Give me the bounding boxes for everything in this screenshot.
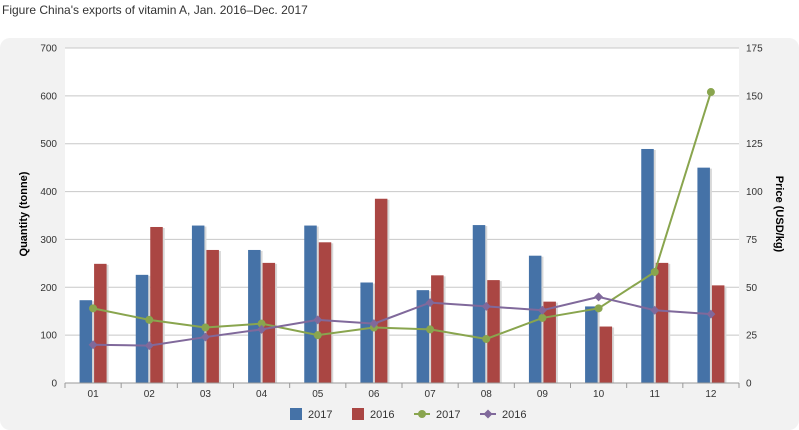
legend-item[interactable]: 2017 <box>290 408 332 421</box>
x-tick-label: 03 <box>200 389 212 400</box>
bar-2016 <box>150 226 163 383</box>
x-tick-label: 11 <box>650 389 661 400</box>
bar-2016 <box>374 198 388 383</box>
legend-item[interactable]: 2017 <box>414 409 460 421</box>
point-2017 <box>426 325 435 334</box>
y2-tick-label: 50 <box>746 283 758 294</box>
y-tick-label: 0 <box>51 379 57 390</box>
point-2016 <box>481 301 491 311</box>
x-tick-label: 02 <box>144 389 156 400</box>
line-layer <box>88 88 716 351</box>
bar-2016 <box>599 326 613 383</box>
x-tick-label: 01 <box>88 389 100 400</box>
bar-2016 <box>655 262 669 383</box>
y2-tick-label: 175 <box>746 44 763 55</box>
x-tick-label: 10 <box>593 389 605 400</box>
bar-2016 <box>711 285 725 383</box>
legend-swatch <box>352 408 364 420</box>
x-tick-label: 07 <box>425 389 437 400</box>
legend-marker <box>418 410 426 418</box>
point-2016 <box>594 292 604 302</box>
point-2016 <box>650 305 660 315</box>
point-2016 <box>425 298 435 308</box>
y-tick-label: 500 <box>40 139 57 150</box>
bar-2017 <box>472 225 486 383</box>
legend-label: 2017 <box>308 409 332 421</box>
bar-2017 <box>79 300 93 383</box>
y2-tick-label: 25 <box>746 331 758 342</box>
point-2016 <box>706 309 716 319</box>
legend-label: 2016 <box>502 409 526 421</box>
y2-tick-label: 150 <box>746 91 763 102</box>
line-2016 <box>93 295 711 347</box>
bar-2017 <box>641 148 654 383</box>
bar-2016 <box>318 242 332 383</box>
x-tick-label: 06 <box>368 389 380 400</box>
legend-label: 2017 <box>436 409 460 421</box>
bar-2017 <box>191 225 205 383</box>
bar-2017 <box>528 255 542 383</box>
y-tick-label: 100 <box>40 331 57 342</box>
bar-layer <box>79 148 727 383</box>
y-tick-label: 600 <box>40 91 57 102</box>
bar-2016 <box>206 249 219 383</box>
bar-2017 <box>304 225 317 383</box>
bar-2017 <box>416 290 430 383</box>
point-2017 <box>650 267 659 276</box>
point-2016 <box>369 319 379 329</box>
point-2016 <box>537 305 547 315</box>
point-2017 <box>706 88 715 97</box>
bar-2017 <box>248 249 261 383</box>
point-2016 <box>313 315 323 325</box>
y2-tick-label: 0 <box>746 379 752 390</box>
legend: 2017 2016 2017 2016 <box>290 408 526 421</box>
legend-item[interactable]: 2016 <box>480 409 526 421</box>
point-2017 <box>538 313 547 322</box>
bar-2017 <box>585 306 598 383</box>
bar-2016 <box>543 301 556 383</box>
grid-layer <box>65 47 739 384</box>
point-2016 <box>200 332 210 342</box>
point-2017 <box>594 304 603 313</box>
legend-swatch <box>290 408 302 420</box>
legend-item[interactable]: 2016 <box>352 408 394 421</box>
bar-2016 <box>262 262 276 383</box>
y2-tick-label: 100 <box>746 187 763 198</box>
point-2016 <box>257 324 267 334</box>
y-tick-label: 400 <box>40 187 57 198</box>
bar-2017 <box>697 167 710 383</box>
x-tick-label: 08 <box>481 389 493 400</box>
x-tick-label: 12 <box>705 389 717 400</box>
point-2017 <box>482 334 491 343</box>
x-tick-label: 04 <box>256 389 268 400</box>
point-2016 <box>144 341 154 351</box>
point-2017 <box>201 323 210 332</box>
legend-label: 2016 <box>370 409 394 421</box>
line-2017 <box>92 91 712 341</box>
bar-2016 <box>487 280 500 383</box>
bar-2016 <box>94 263 107 383</box>
point-2017 <box>89 304 98 313</box>
x-tick-label: 05 <box>312 389 324 400</box>
point-2017 <box>145 315 154 324</box>
bar-2017 <box>360 282 373 383</box>
figure-title: Figure China's exports of vitamin A, Jan… <box>2 3 308 17</box>
legend-marker <box>483 409 493 419</box>
y-tick-label: 700 <box>40 44 57 55</box>
point-2017 <box>257 319 266 328</box>
point-2017 <box>313 331 322 340</box>
point-2016 <box>88 340 98 350</box>
y-tick-label: 300 <box>40 235 57 246</box>
plot-area <box>65 48 739 383</box>
y2-axis-title: Price (USD/kg) <box>773 176 785 253</box>
y-tick-label: 200 <box>40 283 57 294</box>
y2-tick-label: 125 <box>746 139 763 150</box>
axis-layer: 0 100 200 300 400 500 600 700 0 25 50 75 100 125 150 17… <box>40 44 763 401</box>
y2-tick-label: 75 <box>746 235 758 246</box>
x-tick-label: 09 <box>537 389 549 400</box>
y-axis-title: Quantity (tonne) <box>18 171 30 256</box>
bar-2017 <box>135 274 149 383</box>
